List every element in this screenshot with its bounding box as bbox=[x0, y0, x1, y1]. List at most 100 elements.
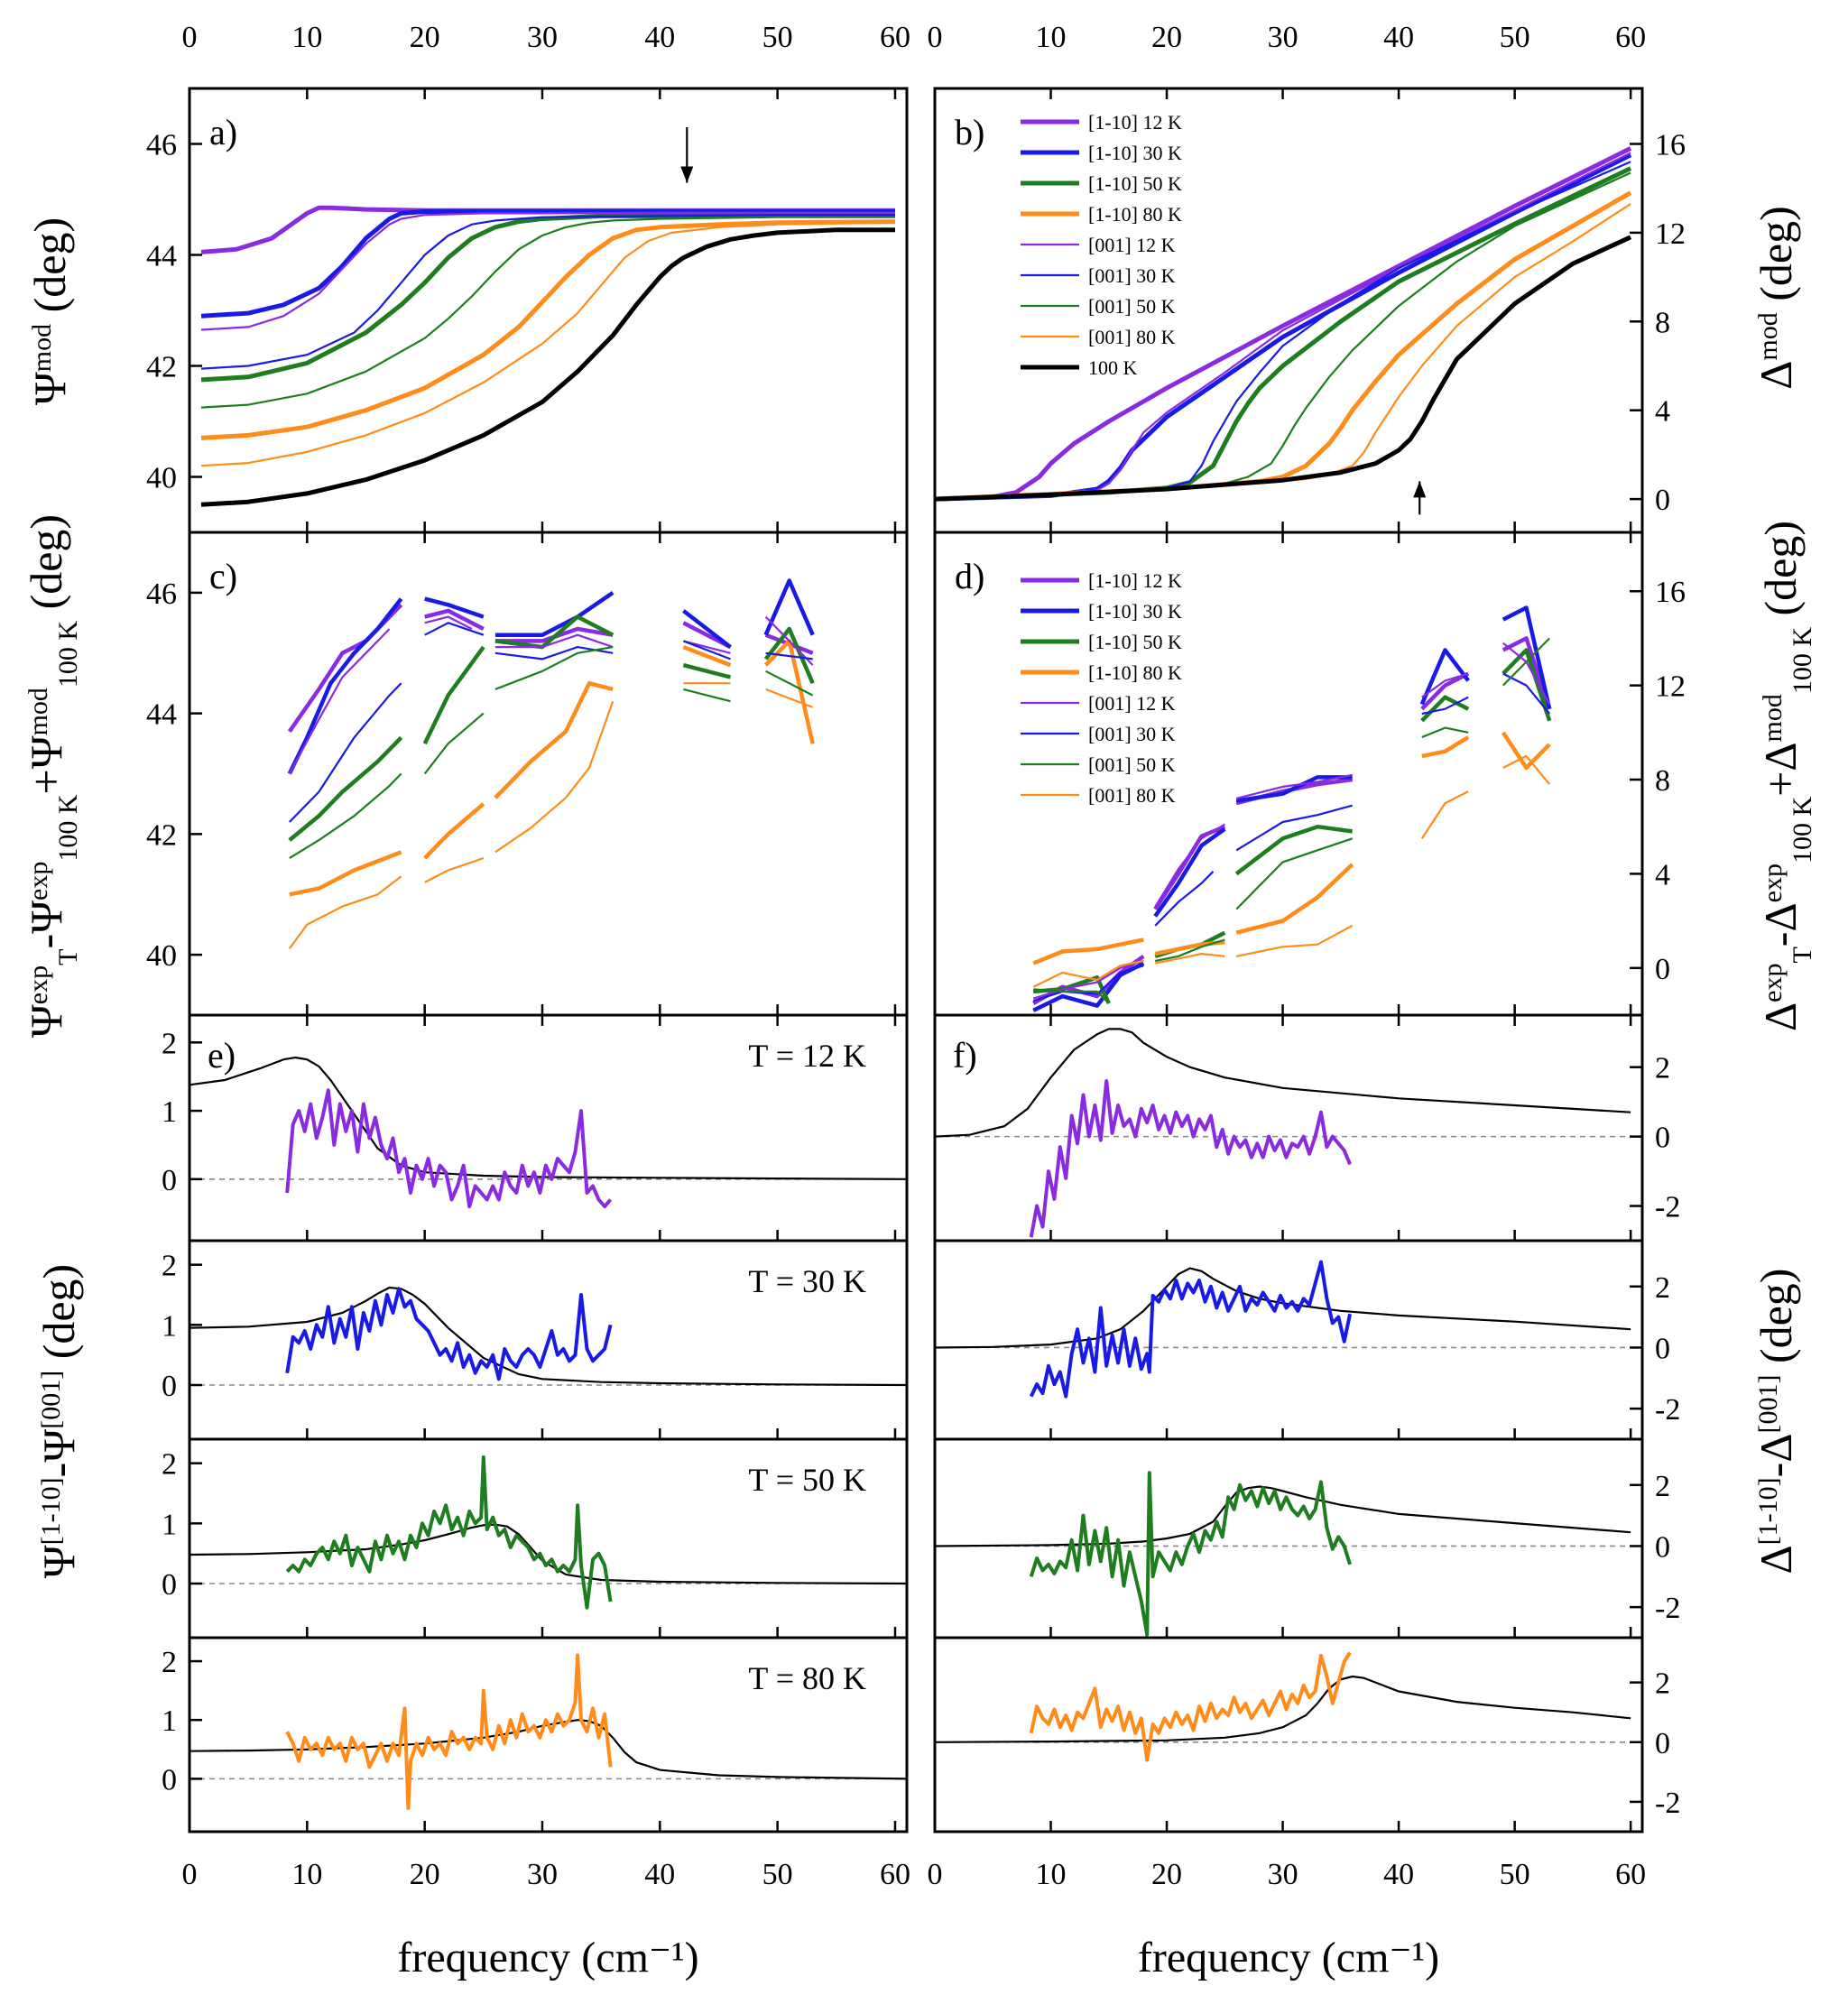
series-segment bbox=[1420, 790, 1469, 839]
subpanel: 0 1 2 T = 30 K bbox=[162, 1239, 909, 1441]
legend-label: [001] 80 K bbox=[1088, 784, 1176, 807]
legend-label: [1-10] 50 K bbox=[1088, 631, 1182, 653]
exp-line bbox=[285, 1653, 613, 1810]
axis-title-part: (deg) bbox=[1751, 206, 1801, 312]
series-segment bbox=[494, 680, 614, 799]
exp-line bbox=[1029, 1471, 1353, 1637]
x-tick-label: 50 bbox=[762, 21, 793, 54]
series-segment bbox=[1154, 953, 1225, 965]
series-segment bbox=[494, 591, 614, 637]
series-segment bbox=[424, 608, 485, 632]
x-tick-label: 40 bbox=[644, 21, 675, 54]
series-segment bbox=[1234, 824, 1354, 876]
x-axis-label-right: frequency (cm⁻¹) bbox=[1138, 1934, 1439, 1981]
series-segment bbox=[1502, 636, 1552, 710]
y-tick-label: 0 bbox=[162, 1568, 177, 1602]
y-tick-label: 44 bbox=[146, 698, 177, 732]
exp-line bbox=[1029, 1260, 1353, 1399]
y-tick-label: -2 bbox=[1655, 1393, 1680, 1427]
series-segment bbox=[1032, 959, 1144, 1000]
subpanel: -2 0 2 f) bbox=[933, 1013, 1680, 1242]
y-title-a: Ψmod (deg) bbox=[24, 217, 75, 405]
model-line bbox=[189, 1286, 908, 1387]
series-segment bbox=[494, 700, 614, 854]
series-line bbox=[200, 221, 896, 467]
axis-title-part: mod bbox=[1758, 694, 1788, 742]
legend-label: [1-10] 12 K bbox=[1088, 569, 1182, 592]
subpanel: 0 1 2 T = 80 K 0 10 20 30 40 50 60 bbox=[162, 1636, 910, 1891]
y-tick-label: 2 bbox=[1655, 1271, 1670, 1305]
arrow-head bbox=[680, 166, 694, 183]
y-tick-label: 2 bbox=[162, 1250, 177, 1283]
axis-title-part: exp bbox=[1758, 864, 1788, 902]
model-line bbox=[934, 1028, 1631, 1138]
series-segment bbox=[422, 645, 485, 745]
y-tick-label: 2 bbox=[162, 1027, 177, 1060]
series-segment bbox=[683, 688, 731, 703]
series-segment bbox=[682, 662, 732, 679]
y-title-c: ΨexpT-Ψexp100 K+Ψmod100 K (deg) bbox=[21, 514, 83, 1038]
y-tick-label: 8 bbox=[1655, 306, 1670, 339]
x-tick-label: 40 bbox=[1383, 21, 1414, 54]
x-tick-label: 60 bbox=[880, 21, 910, 54]
x-tick-label: 50 bbox=[762, 1858, 793, 1891]
panel-a: 40 42 44 46 0 10 20 30 40 50 60 a) bbox=[146, 21, 910, 534]
axis-title-part: 100 K bbox=[53, 794, 83, 862]
y-tick-label: 2 bbox=[1655, 1667, 1670, 1701]
series-segment bbox=[1153, 827, 1226, 918]
axis-title-part: 100 K bbox=[1788, 797, 1817, 864]
series-segment bbox=[1154, 823, 1225, 908]
panel-c: 40 42 44 46 c) bbox=[146, 531, 909, 1017]
exp-line bbox=[1029, 1651, 1352, 1762]
legend-label: [001] 50 K bbox=[1088, 295, 1176, 318]
series-segment bbox=[763, 626, 815, 685]
legend-label: [1-10] 30 K bbox=[1088, 142, 1182, 164]
x-tick-label: 20 bbox=[1151, 21, 1182, 54]
series-segment bbox=[765, 651, 813, 660]
legend-label: [001] 50 K bbox=[1088, 753, 1176, 776]
y-tick-label: 0 bbox=[162, 1370, 177, 1403]
x-tick-label: 50 bbox=[1500, 1858, 1530, 1891]
series-segment bbox=[424, 857, 485, 883]
series-segment bbox=[288, 875, 402, 950]
subpanel: 0 1 2 T = 50 K bbox=[162, 1437, 909, 1639]
x-tick-label: 60 bbox=[1615, 1858, 1646, 1891]
series-segment bbox=[1033, 988, 1110, 1004]
y-tick-label: 0 bbox=[162, 1164, 177, 1197]
y-tick-label: 0 bbox=[162, 1763, 177, 1796]
x-tick-label: 20 bbox=[410, 1858, 440, 1891]
series-segment bbox=[1421, 672, 1469, 698]
series-segment bbox=[289, 682, 402, 823]
axis-title-part: T bbox=[1788, 947, 1817, 963]
y-tick-label: 2 bbox=[1655, 1052, 1670, 1085]
series-segment bbox=[1235, 775, 1353, 803]
y-tick-label: 16 bbox=[1655, 129, 1686, 162]
axis-title-part: +Ψ bbox=[21, 735, 71, 794]
axis-title-part: Ψ bbox=[33, 1545, 84, 1578]
panel-b: 0 4 8 12 16 0 10 20 30 40 50 60 b) [1-10] 12 K [1-10] … bbox=[928, 21, 1686, 534]
y-tick-label: 8 bbox=[1655, 764, 1670, 798]
axis-title-part: (deg) bbox=[24, 217, 75, 324]
series-segment bbox=[1235, 773, 1353, 799]
legend-label: [001] 30 K bbox=[1088, 264, 1176, 287]
x-tick-label: 50 bbox=[1500, 21, 1530, 54]
y-tick-label: 0 bbox=[1655, 1530, 1670, 1564]
y-tick-label: 0 bbox=[1655, 1727, 1670, 1760]
y-tick-label: 1 bbox=[162, 1508, 177, 1541]
series-line bbox=[934, 146, 1632, 502]
series-segment bbox=[287, 597, 403, 775]
temperature-label: T = 30 K bbox=[748, 1263, 866, 1299]
series-segment bbox=[1502, 754, 1551, 785]
series-segment bbox=[682, 609, 732, 649]
panel-label: c) bbox=[209, 556, 237, 596]
x-tick-label: 0 bbox=[182, 21, 198, 54]
x-tick-label: 30 bbox=[527, 21, 558, 54]
y-tick-label: 2 bbox=[162, 1448, 177, 1482]
axis-title-part: mod bbox=[23, 688, 53, 735]
legend-label: [001] 30 K bbox=[1088, 723, 1176, 745]
legend-label: 100 K bbox=[1088, 356, 1138, 379]
y-tick-label: 1 bbox=[162, 1309, 177, 1343]
series-segment bbox=[763, 578, 815, 636]
y-tick-label: 42 bbox=[146, 818, 177, 852]
